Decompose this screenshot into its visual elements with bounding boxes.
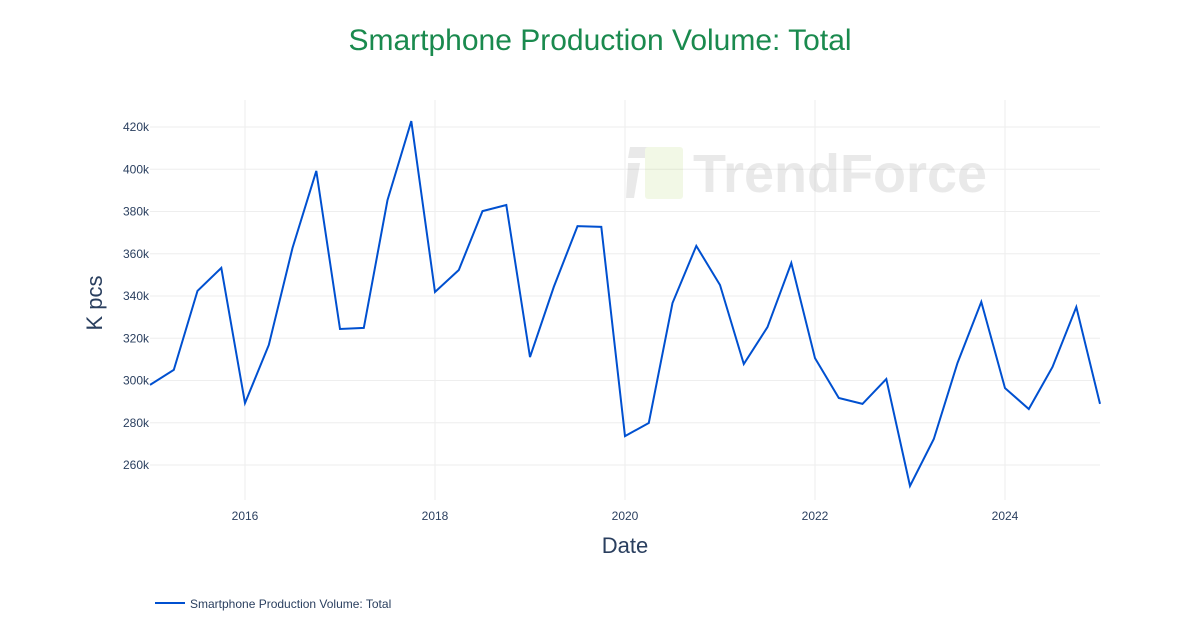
data-point[interactable] — [1026, 406, 1032, 412]
data-point[interactable] — [361, 325, 367, 331]
data-point[interactable] — [788, 260, 794, 266]
data-point[interactable] — [266, 342, 272, 348]
x-axis-label: Date — [602, 533, 648, 558]
legend[interactable]: Smartphone Production Volume: Total — [155, 597, 391, 611]
data-point[interactable] — [1073, 304, 1079, 310]
x-tick-label: 2024 — [992, 509, 1019, 523]
data-point[interactable] — [765, 324, 771, 330]
data-point[interactable] — [147, 382, 153, 388]
legend-label: Smartphone Production Volume: Total — [190, 597, 391, 611]
y-tick-label: 360k — [123, 247, 150, 261]
y-tick-label: 260k — [123, 458, 150, 472]
y-axis-label: K pcs — [82, 275, 107, 330]
data-point[interactable] — [717, 282, 723, 288]
watermark-logo: TrendForce — [626, 144, 987, 204]
y-tick-label: 300k — [123, 374, 150, 388]
data-point[interactable] — [1002, 385, 1008, 391]
grid — [150, 100, 1100, 500]
data-point[interactable] — [883, 376, 889, 382]
series-line — [149, 120, 1101, 489]
data-point[interactable] — [480, 208, 486, 214]
data-point[interactable] — [218, 265, 224, 271]
x-tick-label: 2018 — [422, 509, 449, 523]
data-point[interactable] — [1050, 364, 1056, 370]
data-point[interactable] — [598, 224, 604, 230]
data-point[interactable] — [693, 243, 699, 249]
data-point[interactable] — [978, 299, 984, 305]
data-point[interactable] — [575, 223, 581, 229]
data-point[interactable] — [741, 361, 747, 367]
y-tick-label: 380k — [123, 205, 150, 219]
y-tick-label: 320k — [123, 331, 150, 345]
data-point[interactable] — [836, 395, 842, 401]
data-point[interactable] — [195, 288, 201, 294]
y-tick-label: 340k — [123, 289, 150, 303]
data-point[interactable] — [1097, 401, 1103, 407]
data-point[interactable] — [171, 367, 177, 373]
data-point[interactable] — [503, 202, 509, 208]
data-point[interactable] — [812, 355, 818, 361]
data-point[interactable] — [551, 284, 557, 290]
y-tick-label: 420k — [123, 120, 150, 134]
data-point[interactable] — [242, 400, 248, 406]
y-tick-label: 400k — [123, 162, 150, 176]
data-point[interactable] — [955, 360, 961, 366]
data-point[interactable] — [337, 326, 343, 332]
y-tick-label: 280k — [123, 416, 150, 430]
data-point[interactable] — [432, 289, 438, 295]
data-point[interactable] — [290, 245, 296, 251]
data-point[interactable] — [860, 401, 866, 407]
data-point[interactable] — [408, 118, 414, 124]
data-point[interactable] — [527, 354, 533, 360]
x-tick-label: 2022 — [802, 509, 829, 523]
data-point[interactable] — [313, 168, 319, 174]
data-point[interactable] — [931, 436, 937, 442]
x-tick-label: 2016 — [232, 509, 259, 523]
data-point[interactable] — [622, 433, 628, 439]
data-point[interactable] — [456, 267, 462, 273]
x-tick-label: 2020 — [612, 509, 639, 523]
chart-title: Smartphone Production Volume: Total — [348, 24, 851, 57]
data-point[interactable] — [907, 483, 913, 489]
data-point[interactable] — [646, 420, 652, 426]
data-point[interactable] — [385, 197, 391, 203]
data-point[interactable] — [670, 300, 676, 306]
svg-text:TrendForce: TrendForce — [693, 144, 987, 204]
